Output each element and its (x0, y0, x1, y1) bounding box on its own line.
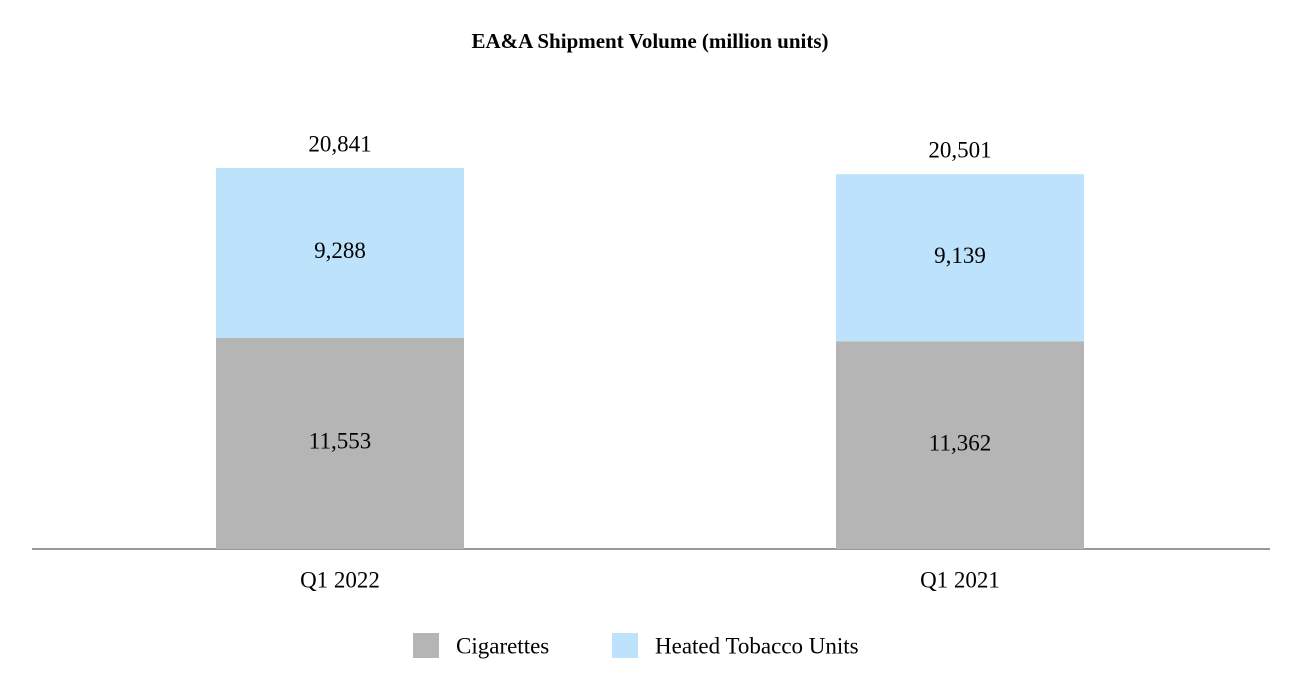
bar-segment (836, 174, 1084, 342)
bar-segment (216, 168, 464, 338)
value-label: 11,362 (929, 430, 991, 455)
value-label: 9,288 (314, 238, 366, 263)
bar-segment (216, 337, 464, 549)
legend-label: Cigarettes (456, 633, 549, 658)
chart-title: EA&A Shipment Volume (million units) (471, 29, 828, 53)
total-label: 20,501 (928, 137, 991, 162)
legend-label: Heated Tobacco Units (655, 633, 859, 658)
x-tick-label: Q1 2021 (920, 567, 1000, 592)
legend-swatch (413, 633, 439, 658)
total-label: 20,841 (308, 131, 371, 156)
value-label: 9,139 (934, 243, 986, 268)
value-label: 11,553 (309, 429, 371, 454)
legend-swatch (612, 633, 638, 658)
x-tick-label: Q1 2022 (300, 567, 380, 592)
bar-segment (836, 341, 1084, 549)
